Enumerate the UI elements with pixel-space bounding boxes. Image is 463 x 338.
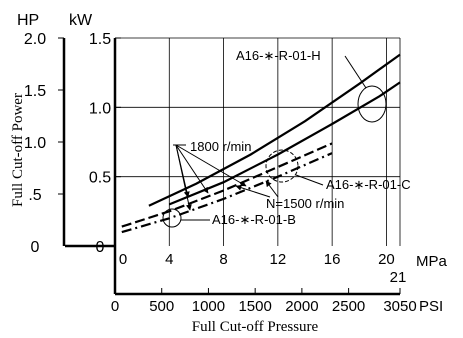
leader-c: [295, 174, 324, 186]
hp-tick-label: 0: [31, 239, 40, 256]
mpa-tick-label: 12: [270, 251, 287, 268]
hp-tick-label: 1.0: [24, 135, 46, 152]
arrow-1800-b: [175, 144, 209, 194]
mpa-tick-label: 8: [219, 251, 227, 268]
mpa-tick-label: 16: [324, 251, 341, 268]
psi-unit-label: PSI: [419, 298, 443, 315]
kw-tick-label: 0.5: [89, 170, 111, 187]
hp-tick-label: .5: [28, 187, 41, 204]
leader-h: [344, 55, 367, 89]
annotation-h: A16-∗-R-01-H: [236, 48, 321, 63]
kw-unit-label: kW: [69, 12, 93, 29]
psi-tick-label: 1000: [192, 298, 225, 315]
hp-unit-label: HP: [17, 12, 39, 29]
callout-ellipse-h: [357, 85, 387, 123]
mpa-unit-label: MPa: [416, 253, 448, 270]
mpa-end-label: 21: [390, 269, 407, 286]
psi-tick-label: 500: [149, 298, 174, 315]
arrow-1500-a: [265, 180, 279, 198]
hp-tick-label: 2.0: [24, 31, 46, 48]
psi-tick-label: 3050: [383, 298, 416, 315]
mpa-tick-label: 4: [165, 251, 173, 268]
psi-tick-label: 2500: [332, 298, 365, 315]
kw-tick-label: 1.0: [89, 100, 111, 117]
annotations: A16-∗-R-01-H 1800 r/min A16-∗-R-01-C N=1…: [162, 48, 411, 228]
kw-tick-label: 0: [96, 239, 105, 256]
mpa-tick-label: 20: [378, 251, 395, 268]
ticks: 1.51.00.502.01.51.0.500 4 8 12 16 200 500 1000 1…: [24, 31, 417, 315]
callout-ellipse-c: [265, 149, 299, 183]
mpa-tick-label: 0: [119, 251, 127, 268]
series: [121, 53, 401, 234]
series-line-1: [148, 53, 401, 207]
annotation-1500: N=1500 r/min: [266, 196, 344, 211]
series-line-4: [121, 152, 333, 234]
kw-tick-label: 1.5: [89, 31, 111, 48]
arrow-1800-d: [175, 144, 190, 198]
psi-tick-label: 2000: [285, 298, 318, 315]
annotation-b: A16-∗-R-01-B: [212, 212, 296, 227]
hp-tick-label: 1.5: [24, 83, 46, 100]
y-axis-title: Full Cut-off Power: [10, 93, 26, 207]
callout-ellipse-b: [162, 208, 182, 228]
series-line-2: [168, 81, 401, 206]
annotation-c: A16-∗-R-01-C: [326, 177, 411, 192]
psi-tick-label: 0: [111, 298, 119, 315]
x-axis-title: Full Cut-off Pressure: [192, 319, 319, 335]
psi-tick-label: 1500: [238, 298, 271, 315]
arrow-1500-b: [235, 184, 271, 198]
arrow-1800-a: [175, 144, 247, 187]
annotation-1800: 1800 r/min: [190, 139, 251, 154]
